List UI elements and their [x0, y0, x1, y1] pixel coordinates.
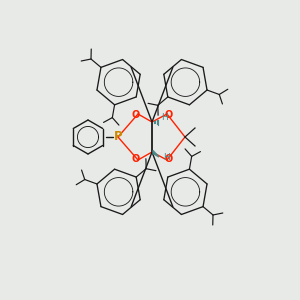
- Text: H: H: [163, 154, 170, 163]
- Text: O: O: [165, 110, 173, 120]
- Text: O: O: [132, 154, 140, 164]
- Polygon shape: [153, 151, 159, 157]
- Text: P: P: [114, 130, 122, 143]
- Text: H: H: [161, 112, 168, 122]
- Text: O: O: [165, 154, 173, 164]
- Text: O: O: [132, 110, 140, 120]
